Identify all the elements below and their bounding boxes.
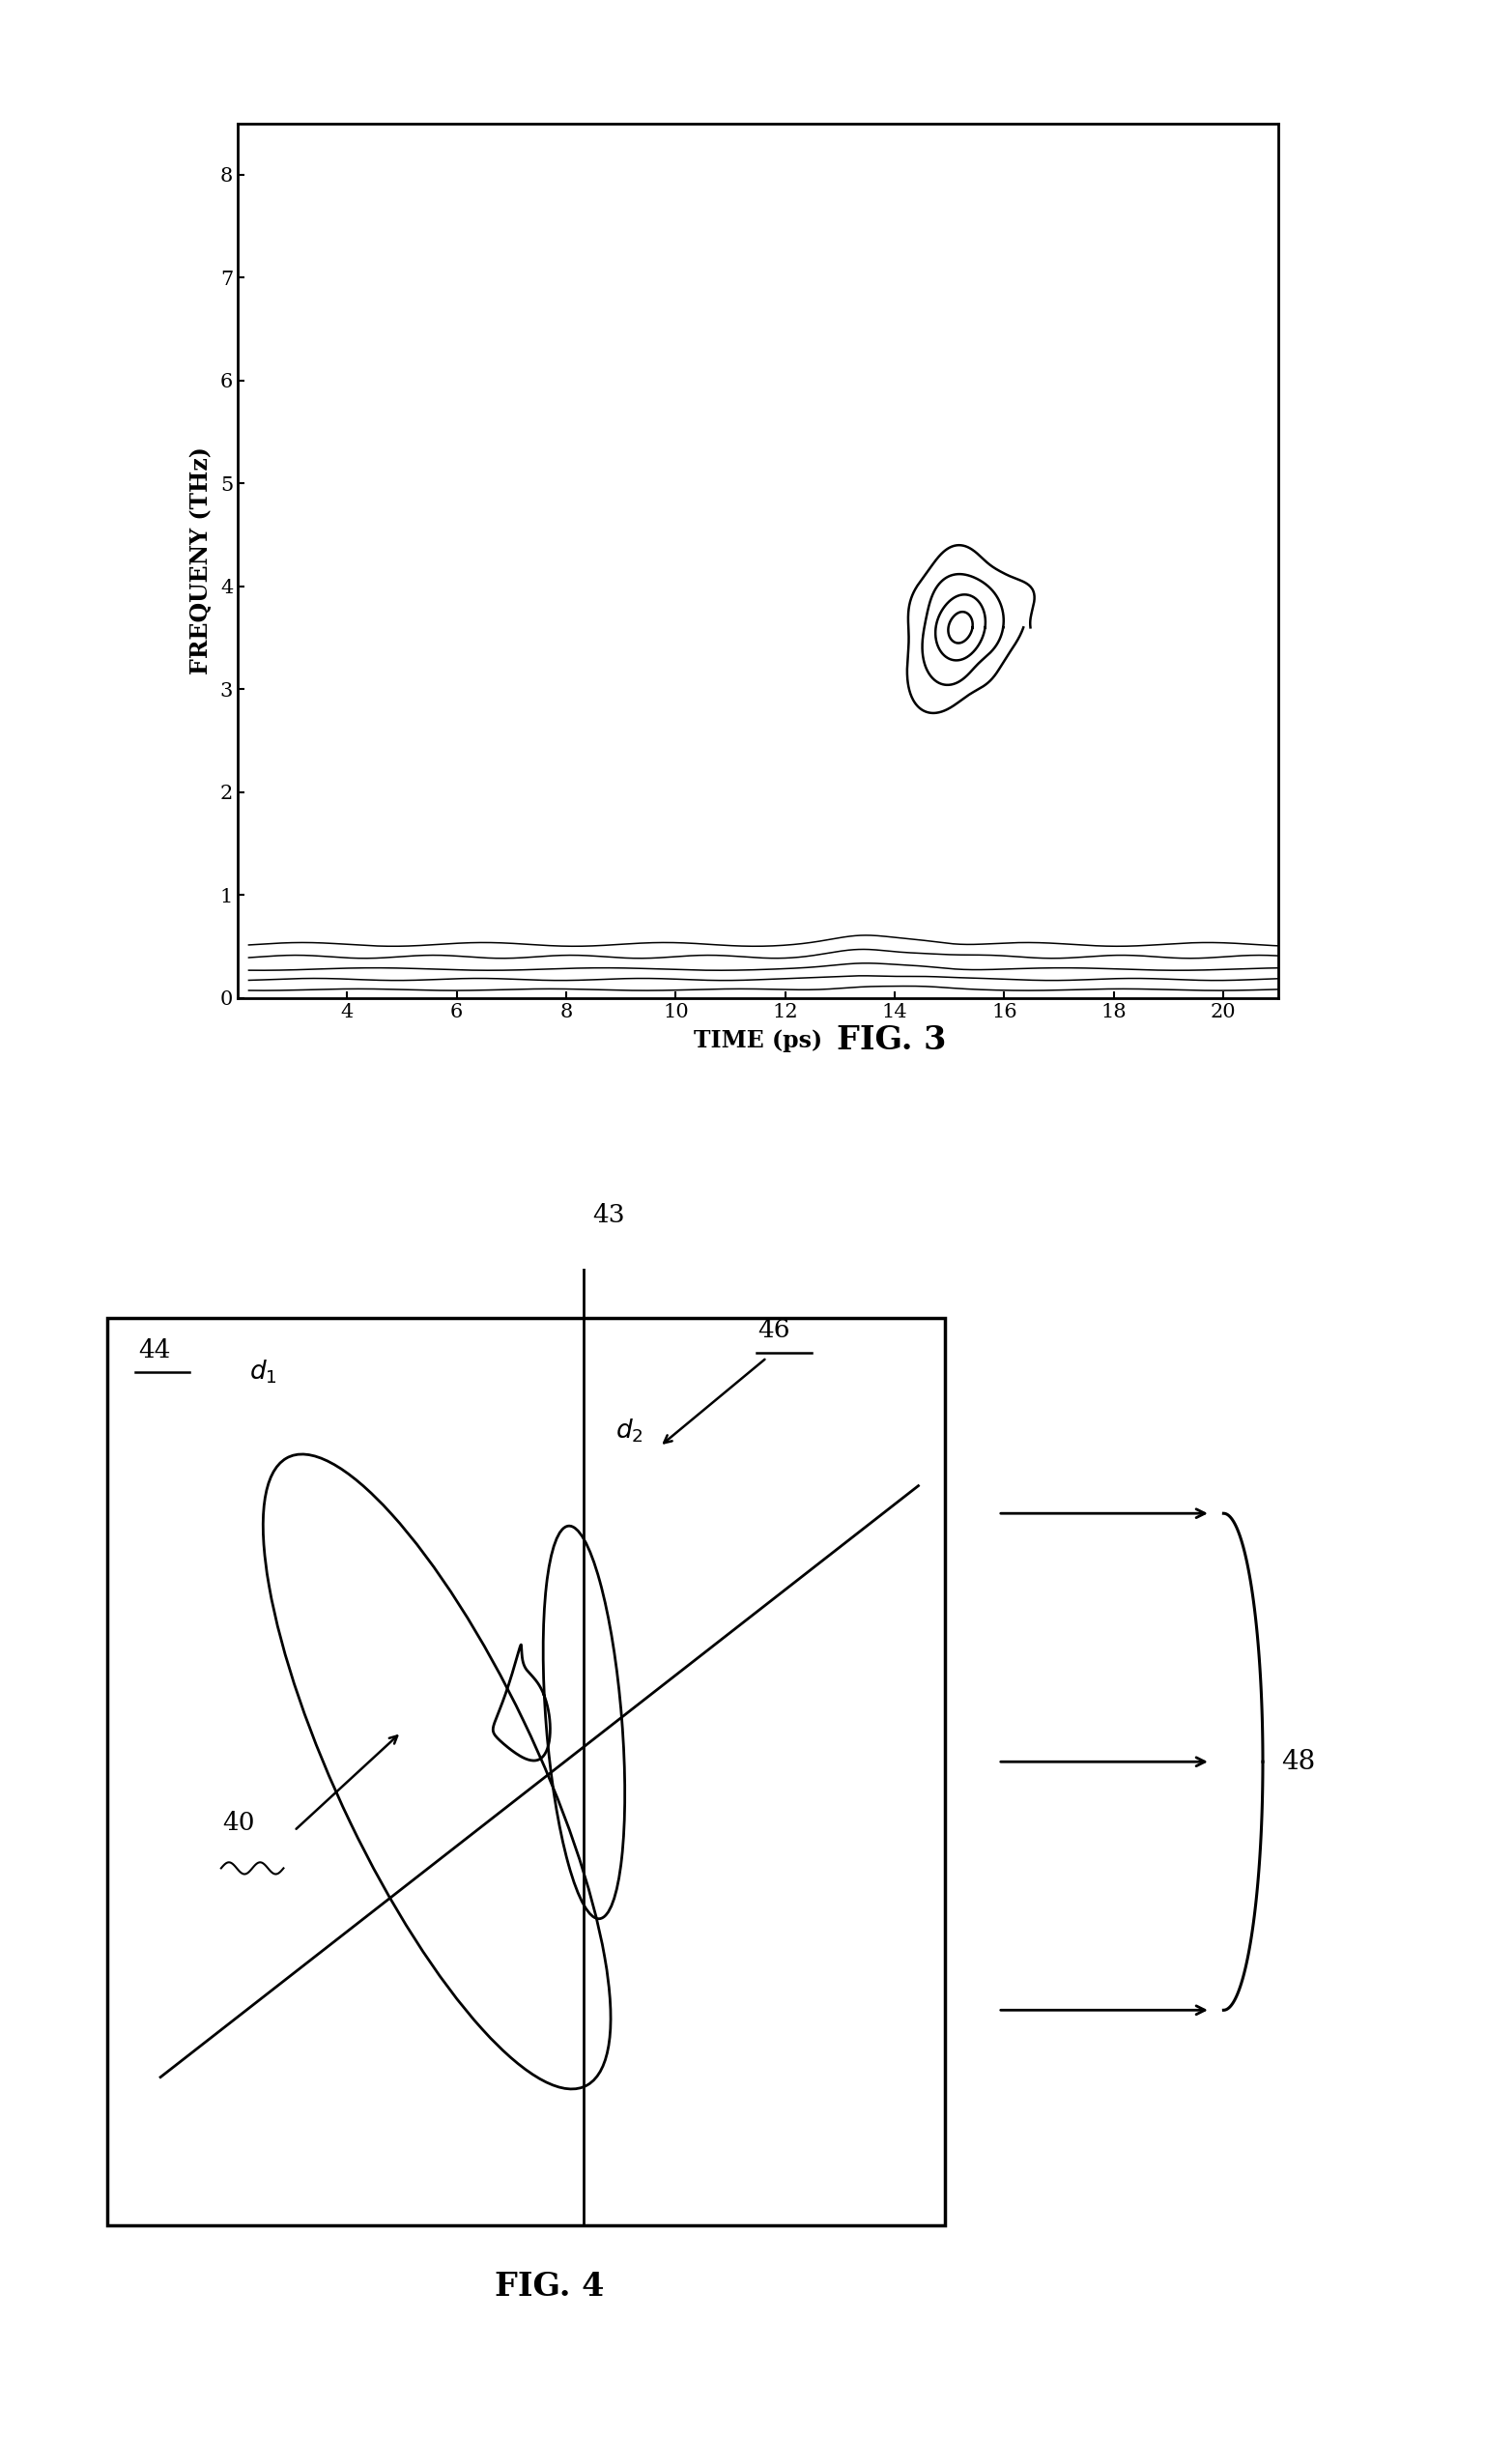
Text: FIG. 4: FIG. 4 [495,2272,605,2301]
Text: FIG. 3: FIG. 3 [837,1025,947,1055]
Text: 48: 48 [1282,1749,1315,1774]
Text: 43: 43 [593,1202,626,1227]
Text: 44: 44 [138,1338,171,1363]
Text: 46: 46 [758,1318,791,1343]
Text: 40: 40 [223,1811,256,1836]
Text: $d_2$: $d_2$ [615,1417,643,1444]
X-axis label: TIME (ps): TIME (ps) [694,1030,822,1052]
Text: $d_1$: $d_1$ [250,1358,278,1385]
Y-axis label: FREQUENY (THz): FREQUENY (THz) [189,446,212,675]
